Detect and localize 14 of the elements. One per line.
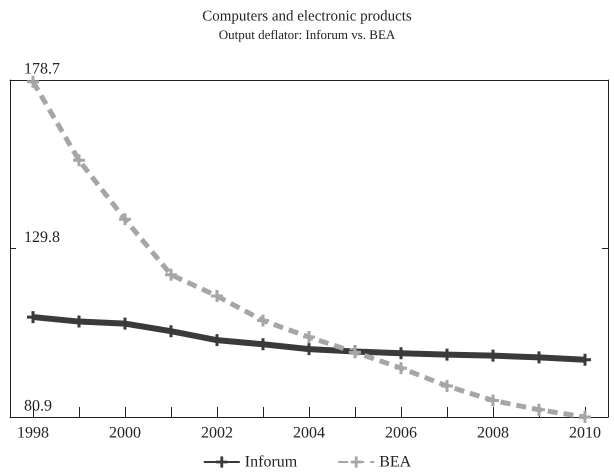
y-tick-label: 129.8: [24, 229, 60, 246]
chart-subtitle: Output deflator: Inforum vs. BEA: [218, 27, 396, 42]
x-tick-label: 1998: [17, 424, 49, 442]
x-tick-label: 2010: [569, 424, 601, 442]
x-tick-label: 2004: [293, 424, 325, 442]
chart-title: Computers and electronic products: [202, 8, 412, 24]
y-tick-label: 80.9: [24, 398, 52, 414]
x-tick-label: 2000: [109, 424, 141, 442]
legend-label: BEA: [379, 454, 412, 470]
x-tick-label: 2008: [477, 424, 509, 442]
x-tick-label: 2006: [385, 424, 417, 442]
legend-label: Inforum: [244, 454, 298, 470]
x-tick-label: 2002: [201, 424, 233, 442]
y-tick-label: 178.7: [24, 60, 60, 78]
